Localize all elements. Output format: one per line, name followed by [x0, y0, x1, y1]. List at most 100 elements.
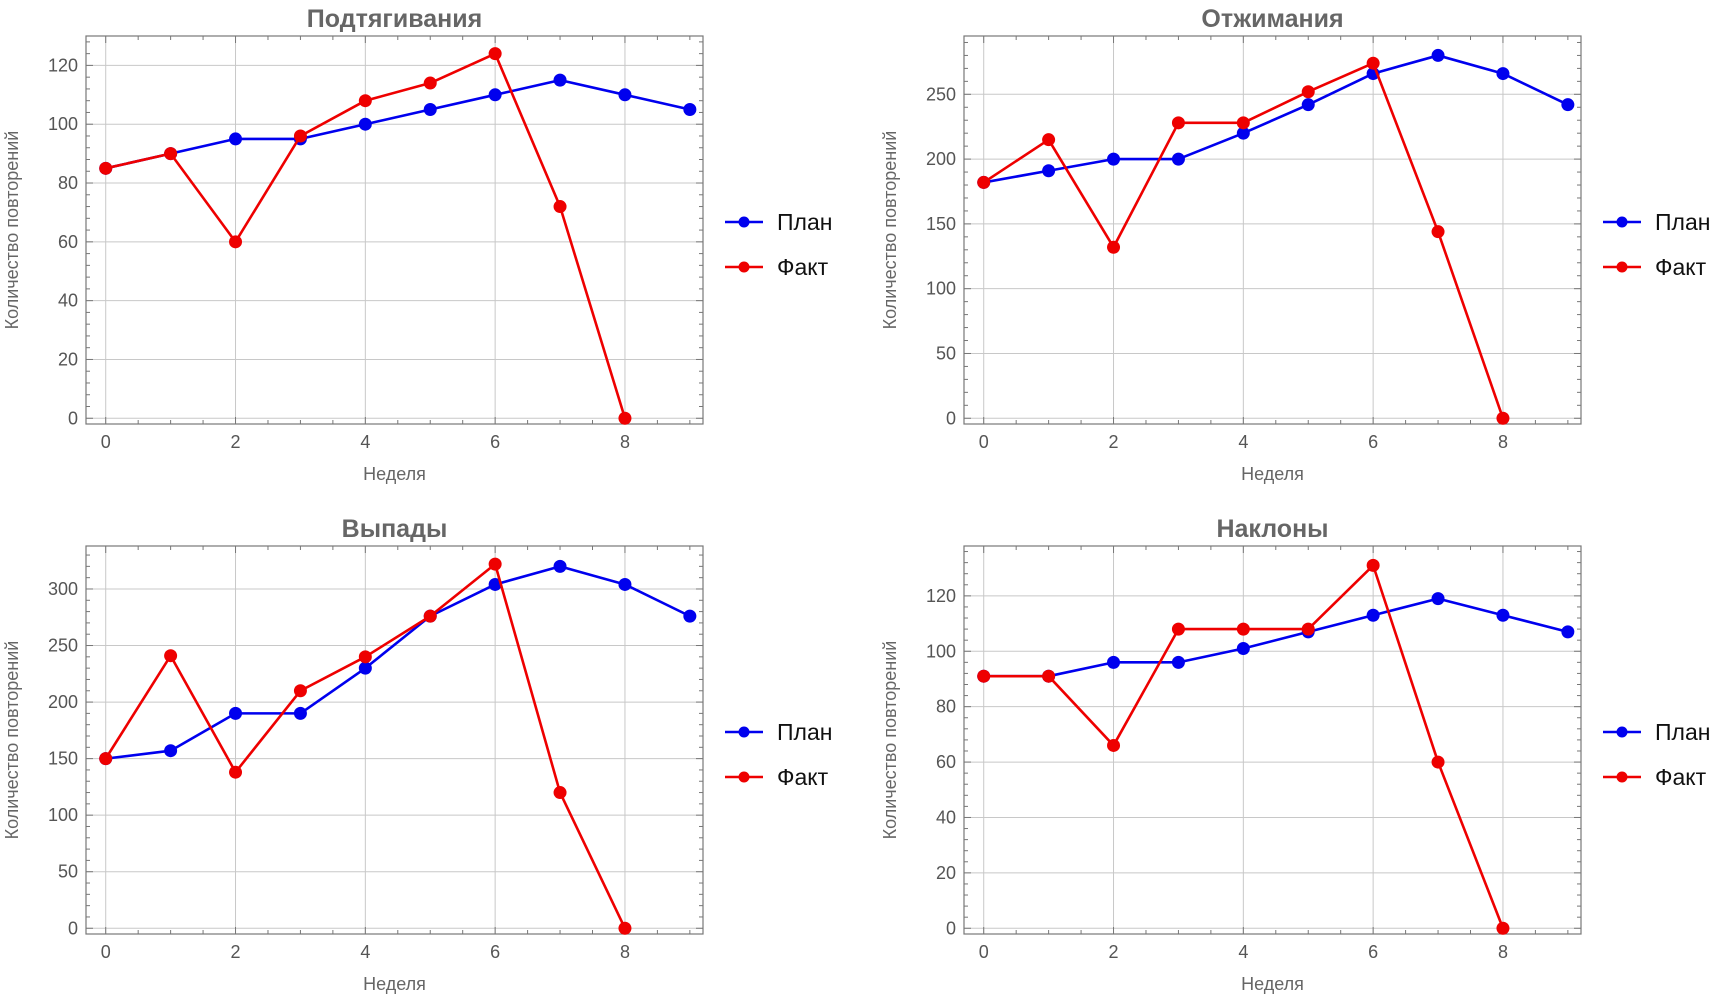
x-tick-label: 6 [490, 942, 500, 962]
y-tick-label: 150 [926, 214, 956, 234]
data-point [553, 200, 567, 214]
chart-title: Наклоны [1216, 515, 1328, 543]
series-fact [99, 557, 632, 935]
y-tick-label: 120 [48, 55, 78, 75]
series-line [983, 597, 1569, 678]
data-point [488, 557, 502, 571]
series-fact [977, 56, 1510, 425]
x-tick-label: 4 [360, 432, 370, 452]
y-tick-label: 250 [48, 636, 78, 656]
data-point [358, 650, 372, 664]
data-point [229, 132, 243, 146]
y-tick-label: 100 [48, 114, 78, 134]
y-axis-label: Количество повторений [2, 641, 22, 840]
data-point [1366, 608, 1380, 622]
data-point [1496, 67, 1510, 81]
data-point [358, 117, 372, 131]
data-point [423, 103, 437, 117]
x-tick-label: 8 [1498, 942, 1508, 962]
data-point [293, 129, 307, 143]
data-point [1561, 98, 1575, 112]
data-point [229, 765, 243, 779]
ticks [86, 546, 703, 934]
ticks [964, 546, 1581, 934]
data-point [683, 103, 697, 117]
data-point [1236, 116, 1250, 130]
data-point [488, 577, 502, 591]
data-point [1107, 240, 1121, 254]
x-tick-label: 8 [620, 432, 630, 452]
data-point [553, 73, 567, 87]
plot-frame [85, 545, 704, 935]
legend-swatch-marker [1616, 216, 1628, 228]
y-tick-label: 50 [58, 862, 78, 882]
data-point [358, 661, 372, 675]
legend-swatch-marker [738, 771, 750, 783]
data-point [1431, 755, 1445, 769]
legend-label: Факт [777, 764, 829, 790]
x-tick-label: 2 [231, 942, 241, 962]
plot-frame [963, 545, 1582, 935]
legend-swatch-marker [1616, 771, 1628, 783]
y-tick-label: 0 [946, 918, 956, 938]
data-point [1236, 641, 1250, 655]
y-tick-label: 60 [936, 752, 956, 772]
ticks [964, 36, 1581, 424]
data-point [683, 609, 697, 623]
series-line [105, 78, 691, 170]
y-tick-label: 80 [58, 173, 78, 193]
y-tick-label: 20 [58, 349, 78, 369]
data-point [1561, 625, 1575, 639]
x-tick-label: 4 [1238, 432, 1248, 452]
data-point [1107, 738, 1121, 752]
data-point [488, 88, 502, 102]
y-tick-label: 0 [946, 408, 956, 428]
y-tick-label: 300 [48, 579, 78, 599]
data-point [1301, 85, 1315, 99]
legend-label: План [1655, 719, 1710, 745]
chart-pushups: Отжимания 0 2 4 6 8 0 50 100 150 200 250 Неделя Колич… [878, 0, 1719, 497]
grid [964, 546, 1581, 934]
chart-title: Отжимания [1201, 5, 1343, 33]
y-tick-label: 0 [68, 408, 78, 428]
data-point [1042, 164, 1056, 178]
y-tick-label: 200 [48, 692, 78, 712]
series-fact [99, 47, 632, 425]
data-point [1431, 225, 1445, 239]
y-tick-label: 100 [48, 805, 78, 825]
x-axis-label: Неделя [1241, 974, 1304, 994]
data-point [1107, 655, 1121, 669]
x-axis-label: Неделя [363, 974, 426, 994]
y-axis-label: Количество повторений [2, 131, 22, 330]
legend-label: Факт [777, 254, 829, 280]
data-point [1042, 669, 1056, 683]
data-point [1301, 622, 1315, 636]
data-point [164, 649, 178, 663]
data-point [553, 559, 567, 573]
y-tick-label: 100 [926, 279, 956, 299]
data-point [618, 88, 632, 102]
chart-svg: Выпады 0 2 4 6 8 0 50 100 150 200 250 300 Неделя Колич… [2, 515, 832, 994]
data-point [1431, 48, 1445, 62]
legend-swatch-marker [738, 261, 750, 273]
legend-label: Факт [1655, 254, 1707, 280]
data-point [293, 706, 307, 720]
x-tick-label: 2 [1109, 942, 1119, 962]
y-tick-label: 80 [936, 697, 956, 717]
legend-label: План [777, 719, 832, 745]
x-tick-label: 6 [1368, 942, 1378, 962]
x-tick-label: 4 [360, 942, 370, 962]
series-line [983, 54, 1569, 184]
y-tick-label: 150 [48, 749, 78, 769]
data-point [618, 921, 632, 935]
legend-swatch-marker [1616, 726, 1628, 738]
y-axis-label: Количество повторений [880, 641, 900, 840]
chart-title: Подтягивания [307, 5, 482, 33]
chart-pullups: Подтягивания 0 2 4 6 8 0 20 40 60 80 100 120 Неделя Ко… [0, 0, 860, 497]
data-point [1171, 152, 1185, 166]
x-tick-label: 8 [1498, 432, 1508, 452]
data-point [1496, 411, 1510, 425]
x-tick-label: 0 [979, 432, 989, 452]
legend: План Факт [725, 209, 832, 280]
data-point [1107, 152, 1121, 166]
